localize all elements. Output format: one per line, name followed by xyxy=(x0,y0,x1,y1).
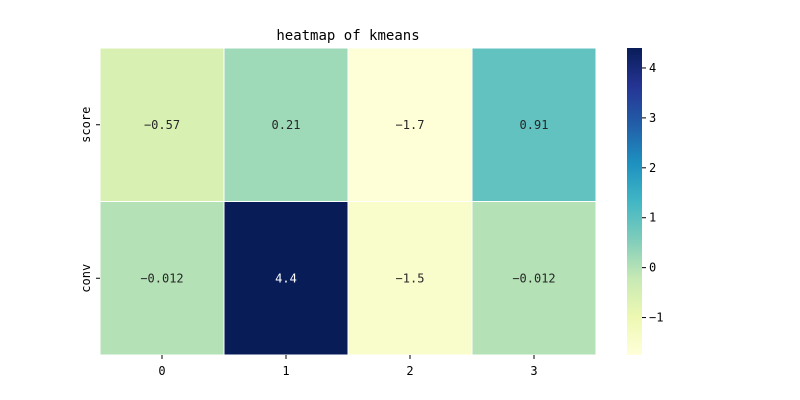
cell-annotation: −1.5 xyxy=(396,271,425,285)
cell-annotation: −0.012 xyxy=(140,271,183,285)
x-tick-label: 3 xyxy=(530,364,537,378)
heatmap-cell xyxy=(347,47,473,202)
colorbar-tick-label: 3 xyxy=(649,111,656,125)
cell-annotation: 0.21 xyxy=(272,118,301,132)
y-axis: score conv xyxy=(79,107,100,293)
chart-title: heatmap of kmeans xyxy=(276,28,419,44)
x-tick-label: 0 xyxy=(158,364,165,378)
cell-annotation: −1.7 xyxy=(396,118,425,132)
colorbar-ticks: 4 3 2 1 0 −1 xyxy=(642,61,663,325)
cell-annotation: 0.91 xyxy=(520,118,549,132)
colorbar-tick-label: −1 xyxy=(649,311,663,325)
heatmap-cell xyxy=(471,201,597,356)
cell-annotations: −0.57 0.21 −1.7 0.91 −0.012 4.4 −1.5 −0.012 xyxy=(140,118,555,286)
cell-annotation: −0.012 xyxy=(512,271,555,285)
y-tick-label: score xyxy=(79,107,93,143)
cell-annotation: 4.4 xyxy=(275,271,297,285)
colorbar-tick-label: 1 xyxy=(649,211,656,225)
colorbar-tick-label: 0 xyxy=(649,261,656,275)
heatmap-cell xyxy=(223,47,349,202)
x-axis: 0 1 2 3 xyxy=(158,355,538,378)
cell-annotation: −0.57 xyxy=(144,118,180,132)
colorbar xyxy=(627,48,642,355)
y-tick-label: conv xyxy=(79,264,93,293)
x-tick-label: 2 xyxy=(406,364,413,378)
heatmap-cells xyxy=(99,47,597,356)
heatmap-cell xyxy=(99,47,225,202)
heatmap-cell xyxy=(223,201,349,356)
colorbar-tick-label: 4 xyxy=(649,61,656,75)
heatmap-cell xyxy=(471,47,597,202)
colorbar-tick-label: 2 xyxy=(649,161,656,175)
x-tick-label: 1 xyxy=(282,364,289,378)
heatmap-cell xyxy=(99,201,225,356)
